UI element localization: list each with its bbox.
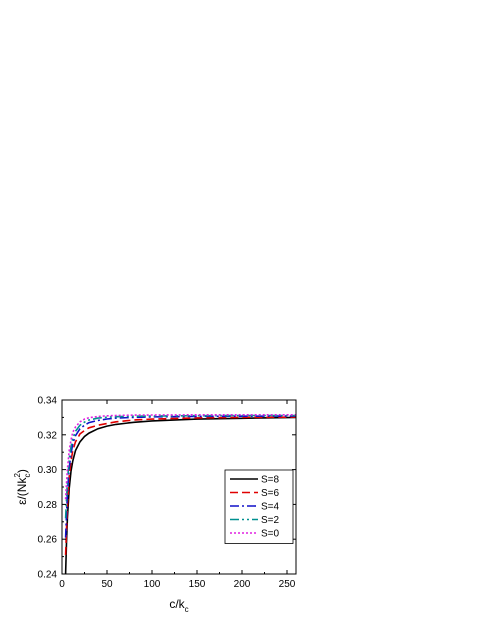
axis-labels: c/kc ε/(Nkc2) xyxy=(13,469,189,614)
x-tick-label: 50 xyxy=(101,579,113,590)
x-tick-label: 100 xyxy=(144,579,161,590)
x-tick-label: 150 xyxy=(189,579,206,590)
y-axis-label-suffix: ) xyxy=(15,469,29,473)
x-tick-label: 0 xyxy=(59,579,65,590)
legend-label: S=6 xyxy=(261,488,280,499)
legend-label: S=0 xyxy=(261,529,280,540)
x-axis-label-main: c/k xyxy=(169,597,185,611)
series-line-S4 xyxy=(64,415,296,538)
series-line-S2 xyxy=(64,414,296,519)
y-axis-label: ε/(Nkc2) xyxy=(13,469,32,505)
x-tick-label: 200 xyxy=(234,579,251,590)
plot-area xyxy=(64,413,296,574)
legend-label: S=8 xyxy=(261,475,280,486)
legend-label: S=4 xyxy=(261,502,280,513)
y-axis-label-sub: c xyxy=(23,474,32,478)
legend-label: S=2 xyxy=(261,515,280,526)
x-axis-label: c/kc xyxy=(169,597,188,614)
y-tick-label: 0.30 xyxy=(38,465,58,476)
series-line-S0 xyxy=(64,413,296,500)
y-tick-label: 0.34 xyxy=(38,396,58,407)
x-axis-label-sub: c xyxy=(185,605,189,614)
y-tick-label: 0.24 xyxy=(38,570,58,581)
x-tick-label: 250 xyxy=(279,579,296,590)
y-tick-label: 0.32 xyxy=(38,430,58,441)
y-tick-label: 0.26 xyxy=(38,535,58,546)
legend: S=8 S=6 S=4 S=2 S=0 xyxy=(224,469,294,544)
y-axis-label-sup: 2 xyxy=(13,473,22,478)
y-axis-label-prefix: ε/(Nk xyxy=(15,477,29,505)
axes: 0 50 100 150 200 250 0.24 0.26 0.28 0.30 0.32 0.34 xyxy=(38,396,297,590)
y-tick-label: 0.28 xyxy=(38,500,58,511)
